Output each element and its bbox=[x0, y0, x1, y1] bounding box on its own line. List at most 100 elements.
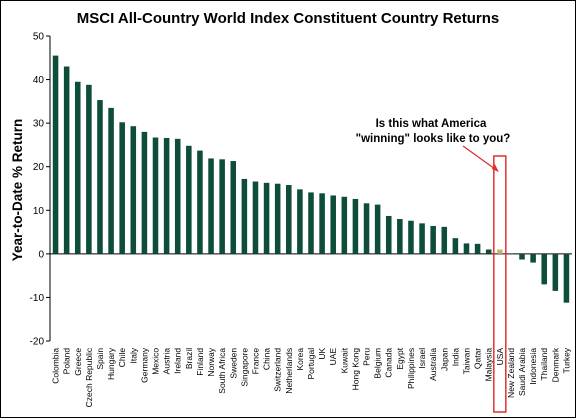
category-label: Japan bbox=[439, 348, 449, 371]
bar-indonesia bbox=[530, 253, 536, 263]
category-label: Finland bbox=[195, 348, 205, 376]
category-label: Saudi Arabia bbox=[517, 348, 527, 396]
bar-spain bbox=[97, 100, 103, 254]
bar-brazil bbox=[186, 145, 192, 254]
category-label: Kuwait bbox=[339, 347, 349, 373]
y-tick-label: 10 bbox=[33, 206, 45, 217]
category-label: China bbox=[262, 348, 272, 370]
highlight-box bbox=[493, 155, 507, 413]
category-label: Qatar bbox=[473, 348, 483, 369]
bar-chile bbox=[119, 122, 125, 254]
bar-sweden bbox=[230, 161, 237, 254]
bar-czech-republic bbox=[86, 84, 92, 254]
y-tick-label: -20 bbox=[30, 337, 45, 348]
bar-uk bbox=[319, 193, 325, 254]
bar-netherlands bbox=[286, 185, 292, 254]
bar-new-zealand bbox=[508, 253, 514, 255]
bar-south-africa bbox=[219, 159, 225, 254]
category-label: Greece bbox=[73, 348, 83, 376]
category-label: UK bbox=[317, 348, 327, 360]
annotation-line-1: Is this what America bbox=[376, 118, 487, 130]
bar-india bbox=[452, 238, 459, 254]
bar-switzerland bbox=[274, 183, 281, 254]
bar-uae bbox=[330, 195, 336, 254]
bar-australia bbox=[430, 225, 436, 254]
y-tick-label: 20 bbox=[33, 162, 45, 173]
category-label: Spain bbox=[95, 348, 105, 370]
bar-thailand bbox=[541, 253, 548, 285]
category-label: UAE bbox=[328, 348, 338, 366]
category-label: Taiwan bbox=[461, 348, 471, 375]
bar-hungary bbox=[108, 107, 114, 254]
category-label: Czech Republic bbox=[84, 347, 94, 407]
category-label: Sweden bbox=[228, 348, 238, 379]
category-label: France bbox=[250, 348, 260, 375]
bar-mexico bbox=[152, 137, 159, 254]
category-label: Brazil bbox=[184, 348, 194, 369]
bars bbox=[52, 55, 570, 413]
bar-singapore bbox=[241, 178, 248, 254]
bar-kuwait bbox=[341, 196, 348, 254]
category-label: Italy bbox=[128, 347, 138, 363]
category-label: Netherlands bbox=[284, 348, 294, 394]
bar-greece bbox=[74, 81, 81, 254]
category-label: Australia bbox=[428, 348, 438, 381]
bar-colombia bbox=[52, 55, 59, 254]
bar-denmark bbox=[552, 253, 559, 291]
bar-hong-kong bbox=[352, 198, 359, 254]
category-label: Germany bbox=[139, 347, 149, 383]
y-tick-label: 50 bbox=[33, 32, 45, 43]
category-label: Israel bbox=[417, 348, 427, 369]
bar-belgium bbox=[374, 204, 381, 254]
category-label: Korea bbox=[295, 348, 305, 371]
bar-china bbox=[263, 182, 270, 254]
category-label: Chile bbox=[117, 348, 127, 368]
bar-germany bbox=[141, 131, 148, 254]
category-label: Philippines bbox=[406, 348, 416, 389]
bar-finland bbox=[197, 150, 203, 254]
annotation: Is this what America "winning" looks lik… bbox=[356, 118, 511, 172]
y-tick-label: -10 bbox=[30, 293, 45, 304]
bar-philippines bbox=[408, 220, 414, 254]
bar-portugal bbox=[308, 192, 314, 254]
category-labels: Colombia Poland Greece Czech Republic Spain H… bbox=[51, 347, 572, 407]
annotation-line-2: "winning" looks like to you? bbox=[356, 133, 511, 145]
category-label: India bbox=[450, 348, 460, 367]
category-label: Hong Kong bbox=[350, 348, 360, 391]
bar-peru bbox=[363, 203, 370, 254]
category-label: Indonesia bbox=[528, 348, 538, 385]
y-tick-label: 30 bbox=[33, 119, 45, 130]
bar-norway bbox=[208, 158, 214, 254]
category-label: Ireland bbox=[173, 348, 183, 374]
bar-korea bbox=[297, 189, 303, 254]
category-label: Turkey bbox=[561, 347, 571, 373]
category-label: Switzerland bbox=[273, 348, 283, 392]
category-label: Thailand bbox=[539, 348, 549, 381]
category-label: Colombia bbox=[51, 348, 61, 384]
category-label: USA bbox=[495, 348, 505, 366]
category-label: Poland bbox=[62, 348, 72, 375]
chart-title: MSCI All-Country World Index Constituent… bbox=[77, 10, 500, 27]
y-tick-label: 0 bbox=[38, 249, 44, 260]
category-label: Peru bbox=[362, 348, 372, 366]
bar-turkey bbox=[563, 253, 570, 303]
bar-qatar bbox=[474, 243, 481, 254]
bar-austria bbox=[163, 137, 170, 254]
bar-ireland bbox=[174, 138, 181, 254]
bar-france bbox=[252, 181, 259, 254]
category-label: New Zealand bbox=[506, 348, 516, 398]
bar-canada bbox=[385, 215, 392, 254]
bar-egypt bbox=[397, 219, 403, 254]
category-label: Portugal bbox=[306, 348, 316, 380]
category-label: South Africa bbox=[217, 348, 227, 394]
bar-taiwan bbox=[463, 243, 470, 254]
category-label: Hungary bbox=[106, 347, 116, 380]
category-label: Belgium bbox=[373, 348, 383, 379]
category-label: Egypt bbox=[395, 347, 405, 369]
bar-israel bbox=[419, 223, 425, 254]
bar-malaysia bbox=[485, 249, 492, 254]
category-label: Norway bbox=[206, 347, 216, 377]
y-tick-label: 40 bbox=[33, 75, 45, 86]
